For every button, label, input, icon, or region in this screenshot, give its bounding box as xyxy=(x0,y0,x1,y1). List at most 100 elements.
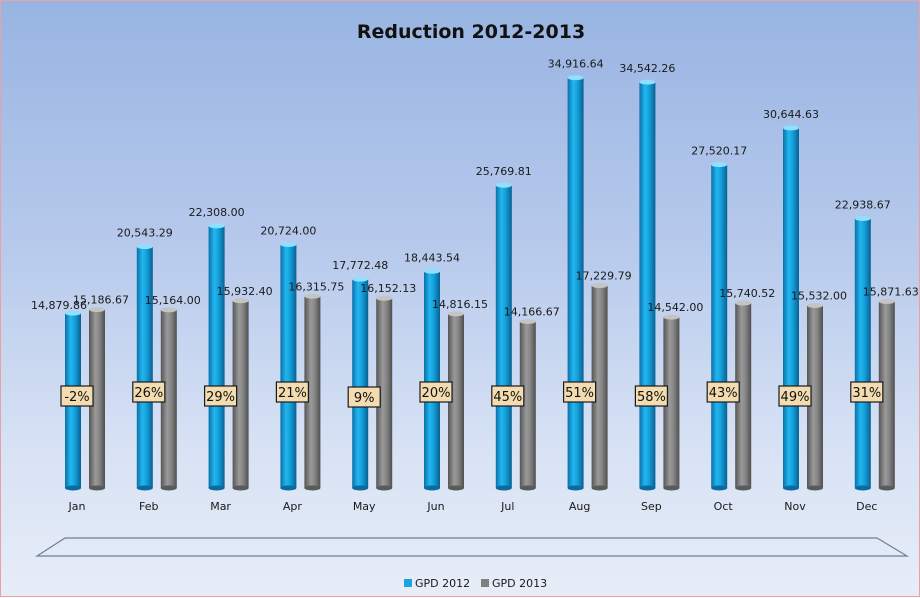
value-label-gpd-2013-mar: 15,932.40 xyxy=(217,285,273,298)
bar-cap-gpd-2012-jun xyxy=(424,268,440,274)
bar-gpd-2013-aug xyxy=(591,285,608,488)
bar-base-gpd-2013-jun xyxy=(448,485,464,491)
bar-gpd-2013-oct xyxy=(735,303,752,488)
bar-gpd-2013-jan xyxy=(89,309,105,488)
bar-gpd-2012-aug xyxy=(567,77,584,488)
bar-base-gpd-2012-mar xyxy=(208,485,225,491)
reduction-box-jul xyxy=(491,385,525,407)
bar-base-gpd-2012-jan xyxy=(65,485,81,491)
reduction-label-nov: 49% xyxy=(781,390,810,405)
category-label-jun: Jun xyxy=(426,500,444,513)
bar-base-gpd-2012-feb xyxy=(136,485,153,491)
reduction-label-dec: 31% xyxy=(852,386,881,401)
legend-swatch-gpd-2013 xyxy=(481,579,489,587)
reduction-label-jul: 45% xyxy=(493,390,522,405)
reduction-box-jun xyxy=(419,381,453,403)
value-label-gpd-2012-apr: 20,724.00 xyxy=(260,224,316,237)
bar-cap-gpd-2012-jan xyxy=(65,310,81,316)
bar-cap-gpd-2012-mar xyxy=(208,223,225,229)
bar-cap-gpd-2012-may xyxy=(352,276,369,282)
bar-gpd-2013-apr xyxy=(304,296,321,488)
value-label-gpd-2012-aug: 34,916.64 xyxy=(548,58,604,71)
reduction-box-oct xyxy=(706,381,740,403)
reduction-label-sep: 58% xyxy=(637,390,666,405)
bar-gpd-2012-nov xyxy=(783,127,799,488)
bar-base-gpd-2012-nov xyxy=(783,485,799,491)
value-label-gpd-2013-jun: 14,816.15 xyxy=(432,298,488,311)
bar-cap-gpd-2013-feb xyxy=(160,307,177,313)
bar-cap-gpd-2012-oct xyxy=(711,162,728,168)
value-label-gpd-2012-may: 17,772.48 xyxy=(332,259,388,272)
bar-gpd-2012-may xyxy=(352,279,369,488)
bar-base-gpd-2012-aug xyxy=(567,485,584,491)
bar-gpd-2013-may xyxy=(376,298,393,488)
value-label-gpd-2012-sep: 34,542.26 xyxy=(619,62,675,75)
legend-label-gpd-2012: GPD 2012 xyxy=(415,577,470,590)
category-label-jan: Jan xyxy=(68,500,86,513)
bar-gpd-2013-jul xyxy=(519,321,536,488)
value-label-gpd-2013-may: 16,152.13 xyxy=(360,282,416,295)
bar-base-gpd-2013-feb xyxy=(160,485,177,491)
chart-title: Reduction 2012-2013 xyxy=(357,21,585,43)
bar-gpd-2013-sep xyxy=(663,317,680,488)
category-label-mar: Mar xyxy=(210,500,231,513)
bar-cap-gpd-2012-apr xyxy=(280,241,297,247)
bar-base-gpd-2012-may xyxy=(352,485,369,491)
bar-gpd-2012-feb xyxy=(136,246,153,488)
bar-gpd-2012-mar xyxy=(208,225,225,489)
reduction-label-aug: 51% xyxy=(565,386,594,401)
value-label-gpd-2012-feb: 20,543.29 xyxy=(117,227,173,240)
reduction-label-apr: 21% xyxy=(278,386,307,401)
bar-gpd-2012-apr xyxy=(280,244,297,488)
category-label-aug: Aug xyxy=(569,500,590,513)
bar-cap-gpd-2013-dec xyxy=(878,299,895,305)
category-label-dec: Dec xyxy=(856,500,877,513)
bar-base-gpd-2013-aug xyxy=(591,485,608,491)
legend-label-gpd-2013: GPD 2013 xyxy=(492,577,547,590)
reduction-box-jan xyxy=(60,385,94,407)
bar-gpd-2013-nov xyxy=(807,305,823,488)
bar-gpd-2012-jun xyxy=(424,271,440,488)
bar-cap-gpd-2013-nov xyxy=(807,302,823,308)
bar-gpd-2013-mar xyxy=(232,300,249,488)
bar-base-gpd-2012-oct xyxy=(711,485,728,491)
bar-cap-gpd-2013-jun xyxy=(448,311,464,317)
bar-cap-gpd-2013-sep xyxy=(663,314,680,320)
value-label-gpd-2013-dec: 15,871.63 xyxy=(863,286,919,299)
bar-cap-gpd-2013-jul xyxy=(519,319,536,325)
value-label-gpd-2013-apr: 16,315.75 xyxy=(288,280,344,293)
reduction-label-jan: -2% xyxy=(64,390,89,405)
legend: GPD 2012 GPD 2013 xyxy=(404,577,547,590)
value-label-gpd-2013-feb: 15,164.00 xyxy=(145,294,201,307)
bar-base-gpd-2013-jan xyxy=(89,485,105,491)
reduction-box-sep xyxy=(634,385,669,407)
bar-cap-gpd-2012-nov xyxy=(783,125,799,131)
reduction-box-apr xyxy=(275,381,309,403)
bar-cap-gpd-2013-oct xyxy=(735,300,752,306)
category-label-oct: Oct xyxy=(714,500,734,513)
bar-base-gpd-2013-mar xyxy=(232,485,249,491)
value-label-gpd-2013-aug: 17,229.79 xyxy=(576,270,632,283)
category-label-nov: Nov xyxy=(784,500,806,513)
bar-base-gpd-2012-jul xyxy=(495,485,512,491)
bar-base-gpd-2012-dec xyxy=(854,485,871,491)
reduction-box-feb xyxy=(132,381,166,403)
bar-base-gpd-2012-apr xyxy=(280,485,297,491)
reduction-label-feb: 26% xyxy=(134,386,163,401)
floor-plane xyxy=(34,537,910,557)
value-label-gpd-2012-jun: 18,443.54 xyxy=(404,251,460,264)
bar-base-gpd-2013-oct xyxy=(735,485,752,491)
bar-gpd-2012-sep xyxy=(639,82,656,488)
reduction-box-aug xyxy=(562,381,597,403)
bar-cap-gpd-2013-may xyxy=(376,295,393,301)
value-label-gpd-2013-sep: 14,542.00 xyxy=(647,301,703,314)
bar-cap-gpd-2012-feb xyxy=(136,244,153,250)
bar-base-gpd-2013-sep xyxy=(663,485,680,491)
bar-gpd-2013-feb xyxy=(160,309,177,488)
bar-base-gpd-2013-apr xyxy=(304,485,321,491)
bar-cap-gpd-2012-dec xyxy=(854,215,871,221)
reduction-label-mar: 29% xyxy=(206,390,235,405)
bar-cap-gpd-2012-sep xyxy=(639,79,656,85)
bar-base-gpd-2013-dec xyxy=(878,485,895,491)
